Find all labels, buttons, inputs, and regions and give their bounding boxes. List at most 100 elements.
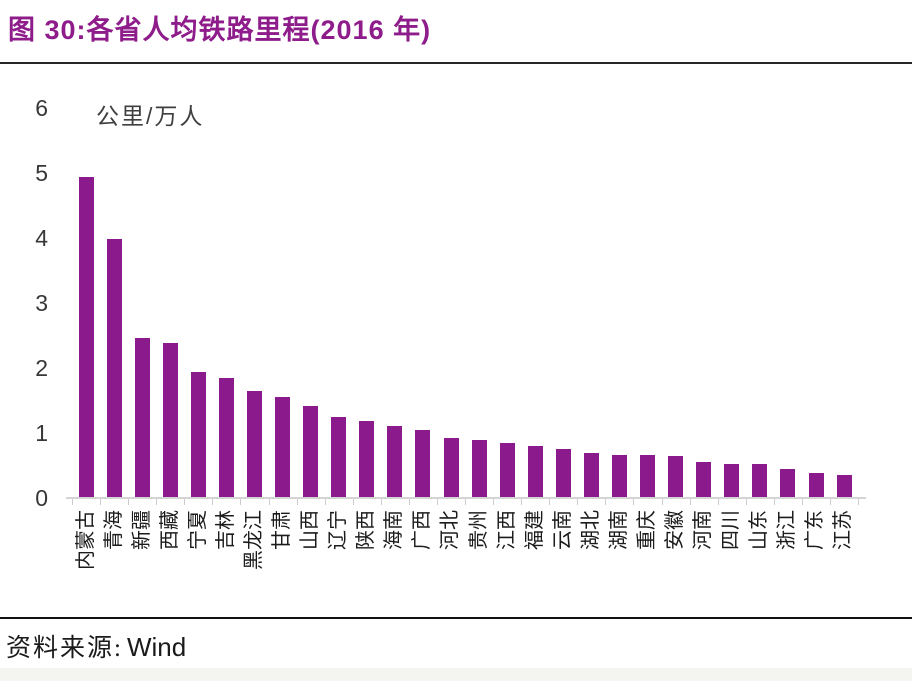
source-line: 资料来源: Wind — [6, 628, 186, 664]
x-tick — [465, 499, 466, 505]
x-tick — [689, 499, 691, 505]
x-label-江西: 江西 — [495, 510, 518, 550]
x-tick — [72, 499, 73, 505]
bar-slot — [521, 108, 549, 498]
x-label-内蒙古: 内蒙古 — [74, 510, 97, 570]
x-tick — [717, 499, 719, 505]
bar-slot — [72, 108, 100, 498]
x-label-重庆: 重庆 — [635, 510, 658, 550]
bar-湖北 — [583, 453, 599, 498]
x-tick — [240, 499, 242, 505]
bar-slot — [577, 108, 605, 498]
x-label-辽宁: 辽宁 — [327, 510, 350, 550]
bar-辽宁 — [331, 416, 347, 498]
bar-甘肃 — [275, 396, 291, 498]
bar-贵州 — [471, 439, 487, 498]
bar-安徽 — [668, 455, 684, 498]
page-bottom-strip — [0, 668, 912, 681]
x-label-山西: 山西 — [299, 510, 322, 550]
x-label-河北: 河北 — [439, 510, 462, 550]
bar-海南 — [387, 425, 403, 498]
bar-slot — [212, 108, 240, 498]
x-label-甘肃: 甘肃 — [271, 510, 294, 550]
bar-吉林 — [218, 378, 234, 498]
bar-slot — [605, 108, 633, 498]
x-tick — [745, 499, 747, 505]
x-label-新疆: 新疆 — [130, 510, 153, 550]
x-tick — [352, 499, 354, 505]
bar-slot — [774, 108, 802, 498]
x-tick — [408, 499, 410, 505]
x-tick — [296, 499, 298, 505]
x-label-山东: 山东 — [748, 510, 771, 550]
x-label-青海: 青海 — [102, 510, 125, 550]
x-tick — [324, 499, 326, 505]
bar-slot — [325, 108, 353, 498]
bar-slot — [634, 108, 662, 498]
bar-slot — [128, 108, 156, 498]
x-tick — [661, 499, 663, 505]
x-axis-line — [66, 497, 866, 499]
x-label-福建: 福建 — [523, 510, 546, 550]
x-tick — [829, 499, 831, 505]
bar-slot — [690, 108, 718, 498]
bar-山东 — [752, 464, 768, 498]
bar-slot — [493, 108, 521, 498]
x-tick — [549, 499, 551, 505]
x-tick — [493, 499, 495, 505]
bar-slot — [156, 108, 184, 498]
source-label: 资料来源: — [6, 635, 123, 662]
y-tick-label: 5 — [35, 160, 48, 186]
x-tick — [436, 499, 438, 505]
bar-slot — [184, 108, 212, 498]
x-label-湖南: 湖南 — [607, 510, 630, 550]
y-tick-label: 2 — [35, 355, 48, 381]
bar-重庆 — [640, 455, 656, 498]
bar-福建 — [527, 446, 543, 498]
bar-slot — [802, 108, 830, 498]
x-tick — [577, 499, 579, 505]
y-tick-label: 1 — [35, 420, 48, 446]
bar-slot — [353, 108, 381, 498]
y-axis: 6 5 4 3 2 1 0 — [14, 95, 48, 511]
x-label-四川: 四川 — [720, 510, 743, 550]
x-tick — [100, 499, 102, 505]
y-tick-label: 6 — [35, 95, 48, 121]
bar-slot — [662, 108, 690, 498]
bar-slot — [718, 108, 746, 498]
bar-slot — [100, 108, 128, 498]
x-label-浙江: 浙江 — [776, 510, 799, 550]
bar-山西 — [303, 405, 319, 498]
x-tick — [858, 499, 859, 505]
bar-河北 — [443, 438, 459, 498]
x-tick — [184, 499, 186, 505]
x-tick — [633, 499, 635, 505]
x-tick — [773, 499, 775, 505]
bar-新疆 — [134, 338, 150, 498]
bar-内蒙古 — [78, 176, 94, 498]
bar-宁夏 — [190, 371, 206, 498]
bar-slot — [381, 108, 409, 498]
plot-area: 内蒙古 青海 新疆 西藏 宁夏 吉林 黑龙江 甘肃 山西 辽宁 陕西 海南 广西 河北 贵州 江西 福建 云南 湖北… — [66, 108, 866, 570]
bar-广西 — [415, 429, 431, 498]
bar-四川 — [724, 463, 740, 498]
y-tick-label: 0 — [35, 485, 48, 511]
bar-河南 — [696, 461, 712, 498]
x-tick — [156, 499, 158, 505]
x-label-广西: 广西 — [411, 510, 434, 550]
bar-slot — [437, 108, 465, 498]
bar-湖南 — [612, 455, 628, 498]
title-divider — [0, 62, 912, 64]
bar-slot — [746, 108, 774, 498]
x-tick — [128, 499, 130, 505]
x-tick — [380, 499, 382, 505]
source-value: Wind — [126, 632, 187, 662]
bar-slot — [409, 108, 437, 498]
bar-黑龙江 — [247, 391, 262, 498]
x-tick — [212, 499, 214, 505]
bar-青海 — [106, 239, 122, 498]
x-label-江苏: 江苏 — [832, 510, 855, 550]
x-tick — [605, 499, 607, 505]
source-divider — [0, 617, 912, 619]
